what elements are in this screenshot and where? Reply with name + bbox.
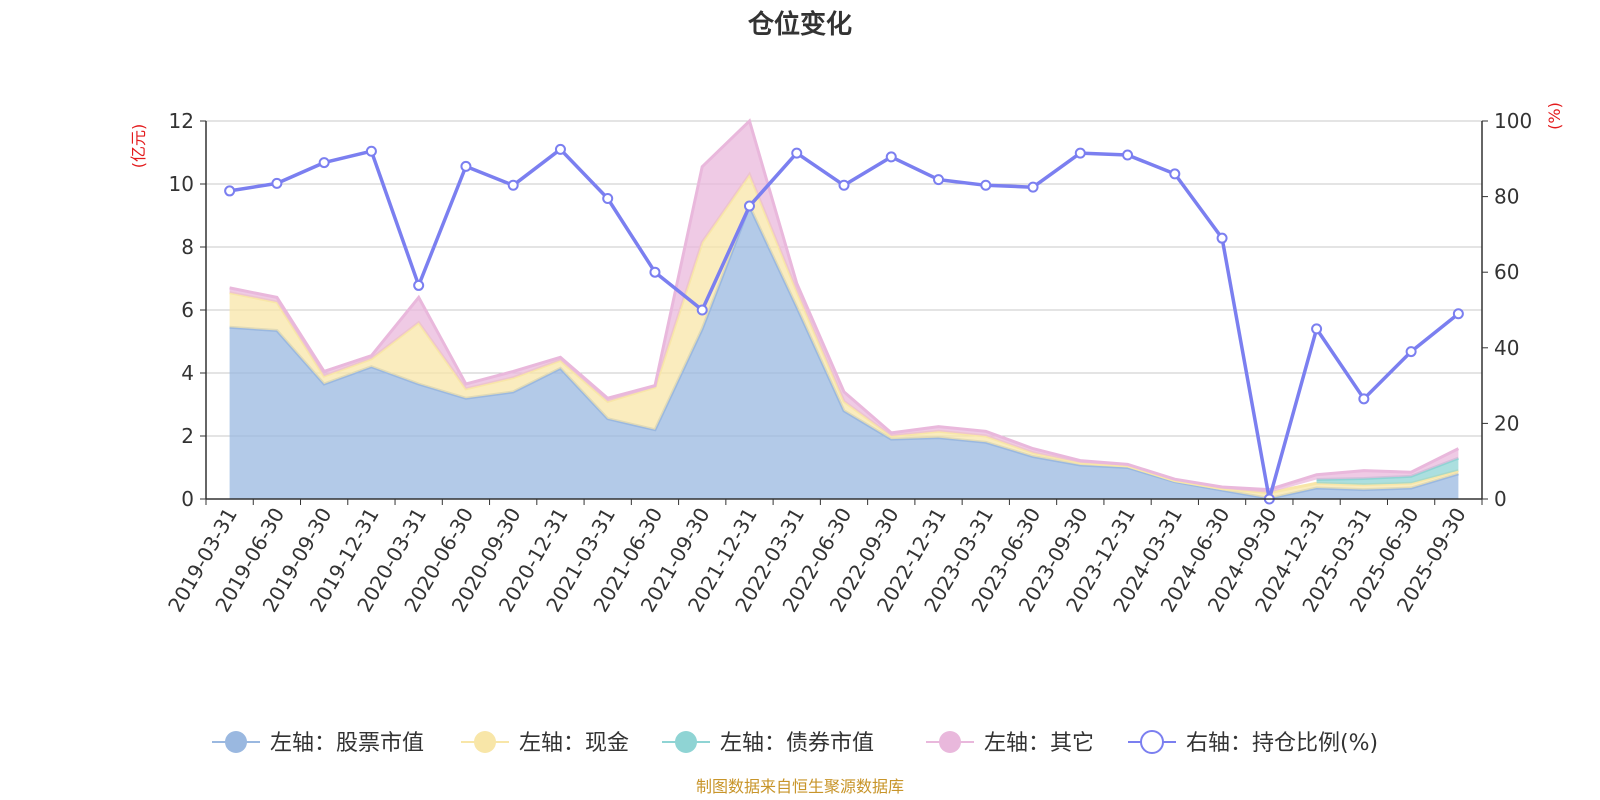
legend-item: 左轴：股票市值	[212, 731, 424, 756]
data-source-note: 制图数据来自恒生聚源数据库	[696, 777, 904, 796]
ratio-point	[791, 147, 803, 159]
right-tick-label: 100	[1494, 109, 1532, 133]
left-tick-label: 4	[181, 361, 194, 385]
area-edge-3	[229, 118, 1460, 492]
ratio-point	[1405, 346, 1417, 358]
legend-item: 右轴：持仓比例(%)	[1128, 730, 1378, 756]
ratio-point	[1169, 168, 1181, 180]
ratio-point	[1452, 308, 1464, 320]
area-2	[1316, 458, 1459, 485]
ratio-point	[271, 177, 283, 189]
legend-item: 左轴：现金	[461, 731, 629, 756]
left-tick-label: 2	[181, 424, 194, 448]
left-axis-unit: (亿元)	[129, 124, 148, 169]
legend-marker	[1140, 730, 1164, 754]
ratio-point	[933, 174, 945, 186]
ratio-point	[554, 143, 566, 155]
ratio-point	[1216, 232, 1228, 244]
position-ratio-line	[224, 143, 1464, 505]
legend: 左轴：股票市值 左轴：现金 左轴：债券市值 左轴：其它 右轴：持仓比例(%)	[212, 730, 1378, 756]
ratio-point	[507, 179, 519, 191]
ratio-point	[1074, 147, 1086, 159]
legend-label: 左轴：债券市值	[720, 731, 874, 756]
ratio-point	[224, 185, 236, 197]
right-tick-label: 80	[1494, 185, 1519, 209]
legend-label: 左轴：现金	[519, 731, 629, 756]
legend-marker	[675, 731, 697, 753]
right-tick-label: 60	[1494, 260, 1519, 284]
ratio-point	[885, 151, 897, 163]
left-tick-label: 10	[169, 172, 194, 196]
ratio-point	[365, 145, 377, 157]
ratio-point	[602, 192, 614, 204]
ratio-point	[696, 304, 708, 316]
left-tick-label: 12	[169, 109, 194, 133]
right-tick-label: 20	[1494, 411, 1519, 435]
legend-label: 左轴：股票市值	[270, 731, 424, 756]
legend-marker	[225, 731, 247, 753]
ratio-point	[980, 179, 992, 191]
legend-label: 左轴：其它	[984, 731, 1094, 756]
ratio-point	[1311, 323, 1323, 335]
ratio-point	[1027, 181, 1039, 193]
legend-label: 右轴：持仓比例(%)	[1186, 731, 1378, 756]
legend-item: 左轴：其它	[926, 731, 1094, 756]
left-tick-label: 6	[181, 298, 194, 322]
ratio-point	[413, 279, 425, 291]
chart-title: 仓位变化	[747, 9, 852, 40]
ratio-point	[649, 266, 661, 278]
ratio-point	[318, 157, 330, 169]
stacked-areas	[229, 118, 1460, 500]
left-tick-label: 0	[181, 487, 194, 511]
ratio-point	[1122, 149, 1134, 161]
legend-item: 左轴：债券市值	[662, 731, 874, 756]
ratio-point	[1358, 393, 1370, 405]
legend-marker	[939, 731, 961, 753]
ratio-point	[460, 160, 472, 172]
area-0	[229, 206, 1459, 499]
ratio-point	[838, 179, 850, 191]
ratio-point	[743, 200, 755, 212]
right-tick-label: 0	[1494, 487, 1507, 511]
legend-marker	[474, 731, 496, 753]
right-tick-label: 40	[1494, 336, 1519, 360]
right-axis-unit: (%)	[1545, 102, 1564, 130]
left-tick-label: 8	[181, 235, 194, 259]
